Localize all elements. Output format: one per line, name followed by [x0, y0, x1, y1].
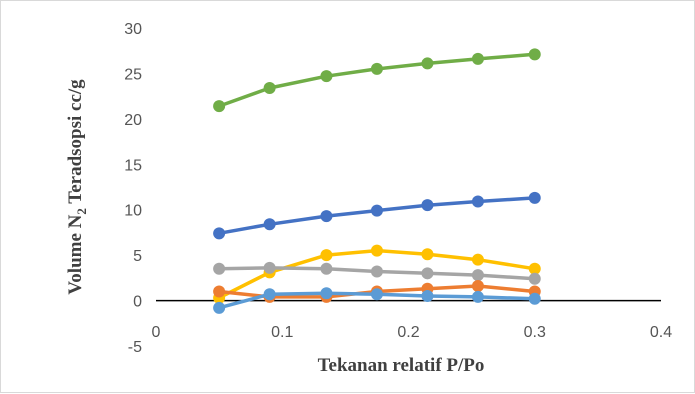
x-axis-title: Tekanan relatif P/Po [318, 355, 485, 376]
data-point [421, 199, 434, 212]
series-layer [213, 48, 541, 314]
y-tick-labels: -5 0 5 10 15 20 25 30 [124, 21, 142, 356]
data-point [528, 191, 541, 204]
data-point [370, 204, 383, 217]
data-point [263, 81, 276, 94]
data-point [421, 290, 434, 303]
data-point [471, 52, 484, 65]
data-point [528, 272, 541, 285]
data-point [528, 262, 541, 275]
data-point [213, 301, 226, 314]
x-tick-label: 0.3 [524, 324, 546, 341]
x-tick-label: 0.4 [650, 324, 672, 341]
data-point [528, 48, 541, 61]
data-point [421, 267, 434, 280]
x-tick-label: 0.1 [271, 324, 293, 341]
data-point [421, 57, 434, 70]
data-point [213, 100, 226, 113]
data-point [528, 292, 541, 305]
data-point [370, 265, 383, 278]
data-point [370, 244, 383, 257]
data-point [471, 195, 484, 208]
y-tick-label: 0 [133, 294, 142, 311]
y-tick-label: 25 [124, 66, 142, 83]
y-tick-label: 20 [124, 112, 142, 129]
y-tick-label: 30 [124, 21, 142, 38]
x-tick-labels: 0 0.1 0.2 0.3 0.4 [152, 324, 673, 341]
data-point [213, 285, 226, 298]
series-4 [213, 261, 541, 285]
data-point [263, 218, 276, 231]
y-axis-title-part-2: Teradsopsi cc/g [65, 79, 86, 208]
x-tick-label: 0.2 [397, 324, 419, 341]
y-tick-label: 5 [133, 248, 142, 265]
data-point [263, 261, 276, 274]
y-tick-label: 10 [124, 203, 142, 220]
series-line [218, 52, 535, 108]
data-point [320, 210, 333, 223]
data-point [421, 248, 434, 261]
data-point [320, 70, 333, 83]
y-axis-title-part-1: Volume N [65, 214, 86, 294]
data-point [213, 262, 226, 275]
data-point [213, 227, 226, 240]
data-point [320, 287, 333, 300]
x-tick-label: 0 [152, 324, 161, 341]
data-point [471, 290, 484, 303]
data-point [320, 262, 333, 275]
series-1 [213, 48, 541, 113]
y-axis-title: Volume N2 Teradsopsi cc/g [65, 79, 89, 295]
data-point [263, 288, 276, 301]
data-point [320, 249, 333, 262]
data-point [471, 253, 484, 266]
y-tick-label: -5 [128, 339, 142, 356]
data-point [370, 62, 383, 75]
series-6 [213, 287, 541, 314]
series-2 [213, 191, 541, 240]
data-point [471, 269, 484, 282]
data-point [471, 280, 484, 293]
data-point [370, 288, 383, 301]
y-axis-title-subscript: 2 [74, 208, 89, 215]
y-tick-label: 15 [124, 157, 142, 174]
